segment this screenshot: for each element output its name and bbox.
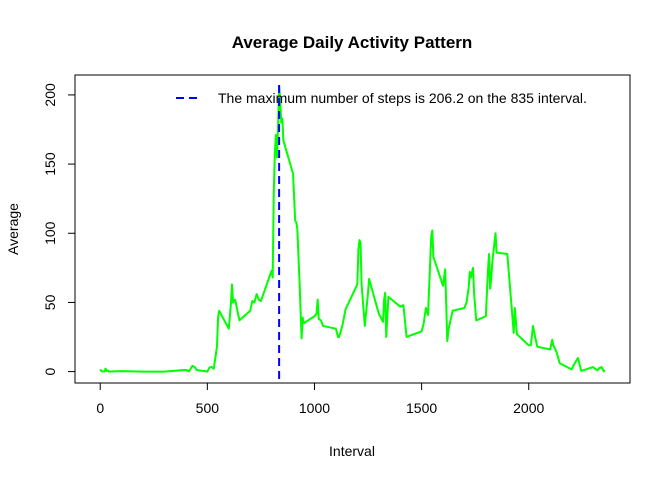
x-tick-label: 1500 xyxy=(406,400,437,416)
chart-title: Average Daily Activity Pattern xyxy=(232,33,473,52)
y-axis-label: Average xyxy=(5,203,21,255)
y-tick-label: 50 xyxy=(42,294,58,310)
y-tick-label: 100 xyxy=(42,221,58,245)
x-axis-label: Interval xyxy=(329,443,375,459)
data-line xyxy=(99,85,606,373)
x-tick-label: 1000 xyxy=(299,400,330,416)
y-tick-label: 150 xyxy=(42,152,58,176)
x-tick-label: 2000 xyxy=(513,400,544,416)
x-tick-label: 0 xyxy=(96,400,104,416)
y-tick-label: 0 xyxy=(42,367,58,375)
y-tick-label: 200 xyxy=(42,83,58,107)
x-tick-label: 500 xyxy=(196,400,220,416)
legend-label: The maximum number of steps is 206.2 on … xyxy=(218,90,587,106)
